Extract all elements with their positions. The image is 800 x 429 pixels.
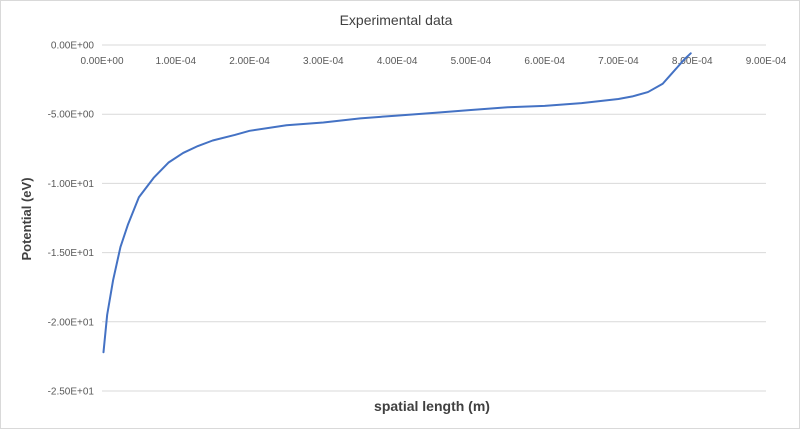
x-tick-label: 0.00E+00 xyxy=(80,56,124,67)
x-tick-label: 4.00E-04 xyxy=(377,56,418,67)
chart-title: Experimental data xyxy=(340,12,453,28)
x-axis-title: spatial length (m) xyxy=(374,398,490,414)
y-tick-label: -1.00E+01 xyxy=(48,179,95,190)
x-tick-label: 3.00E-04 xyxy=(303,56,344,67)
y-tick-label: -5.00E+00 xyxy=(48,110,95,121)
y-tick-label: -1.50E+01 xyxy=(48,248,95,259)
x-tick-label: 5.00E-04 xyxy=(451,56,492,67)
x-tick-label: 8.00E-04 xyxy=(672,56,713,67)
x-tick-label: 6.00E-04 xyxy=(524,56,565,67)
y-axis-ticks: 0.00E+00 -5.00E+00 -1.00E+01 -1.50E+01 -2.00… xyxy=(48,41,95,398)
y-tick-label: 0.00E+00 xyxy=(51,41,95,52)
x-tick-label: 2.00E-04 xyxy=(229,56,270,67)
x-tick-label: 9.00E-04 xyxy=(746,56,787,67)
series-line xyxy=(102,52,692,354)
x-tick-label: 7.00E-04 xyxy=(598,56,639,67)
data-series xyxy=(102,52,692,354)
x-tick-label: 1.00E-04 xyxy=(155,56,196,67)
y-tick-label: -2.00E+01 xyxy=(48,317,95,328)
y-axis-title: Potential (eV) xyxy=(19,177,34,260)
y-tick-label: -2.50E+01 xyxy=(48,387,95,398)
gridlines xyxy=(102,44,766,392)
x-axis-ticks: 0.00E+00 1.00E-04 2.00E-04 3.00E-04 4.00E-04… xyxy=(80,56,786,67)
